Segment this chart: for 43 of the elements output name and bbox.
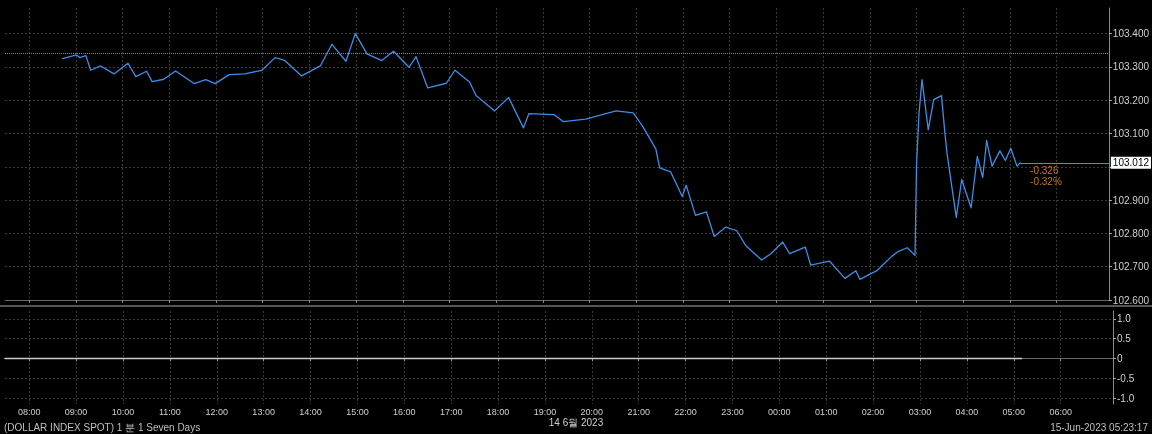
y-tick-label: 103.400 xyxy=(1112,28,1150,40)
x-tick-label: 23:00 xyxy=(721,406,744,417)
y-tick-label: 102.800 xyxy=(1112,227,1150,239)
y-tick-label: 102.700 xyxy=(1112,261,1150,273)
x-tick-label: 11:00 xyxy=(158,406,181,417)
x-tick-label: 05:00 xyxy=(1002,406,1026,417)
y-tick-label: 1.0 xyxy=(1117,313,1132,325)
x-tick-label: 14:00 xyxy=(299,406,322,417)
annotation: -0.32% xyxy=(1030,176,1062,188)
x-tick-label: 22:00 xyxy=(674,406,697,417)
x-tick-label: 17:00 xyxy=(439,406,463,417)
x-tick-label: 18:00 xyxy=(486,406,510,417)
x-axis-title: 14 6월 2023 xyxy=(548,416,604,428)
text: (DOLLAR INDEX SPOT) 1 분 1 Seven Days xyxy=(4,421,201,433)
x-tick-label: 20:00 xyxy=(580,406,604,417)
x-tick-label: 12:00 xyxy=(205,406,229,417)
x-tick-label: 13:00 xyxy=(252,406,275,417)
y-tick-label: 103.200 xyxy=(1112,94,1150,106)
x-tick-label: 04:00 xyxy=(955,406,979,417)
y-tick-label: 0.5 xyxy=(1117,333,1132,345)
annotation: -0.326 xyxy=(1030,165,1059,177)
y-tick-label: -1.0 xyxy=(1117,392,1135,404)
x-tick-label: 02:00 xyxy=(861,406,885,417)
y-tick-label: 103.100 xyxy=(1112,128,1150,140)
x-tick-label: 00:00 xyxy=(768,406,791,417)
text: 15-Jun-2023 05:23:17 xyxy=(1050,421,1149,433)
x-tick-label: 16:00 xyxy=(393,406,416,417)
x-tick-label: 01:00 xyxy=(814,406,838,417)
x-tick-label: 09:00 xyxy=(64,406,88,417)
ref-line-label: 103.012 xyxy=(1112,157,1150,169)
x-tick-label: 08:00 xyxy=(17,406,41,417)
line-series xyxy=(61,32,1021,281)
y-tick-label: 103.300 xyxy=(1112,61,1150,73)
y-tick-label: -0.5 xyxy=(1117,372,1135,384)
x-tick-label: 10:00 xyxy=(111,406,135,417)
y-tick-label: 102.600 xyxy=(1112,294,1150,306)
y-tick-label: 102.900 xyxy=(1112,194,1150,206)
x-tick-label: 19:00 xyxy=(533,406,557,417)
y-tick-label: 0 xyxy=(1117,352,1123,364)
x-tick-label: 03:00 xyxy=(908,406,932,417)
x-tick-label: 21:00 xyxy=(627,406,650,417)
x-tick-label: 06:00 xyxy=(1049,406,1072,417)
x-tick-label: 15:00 xyxy=(346,406,369,417)
